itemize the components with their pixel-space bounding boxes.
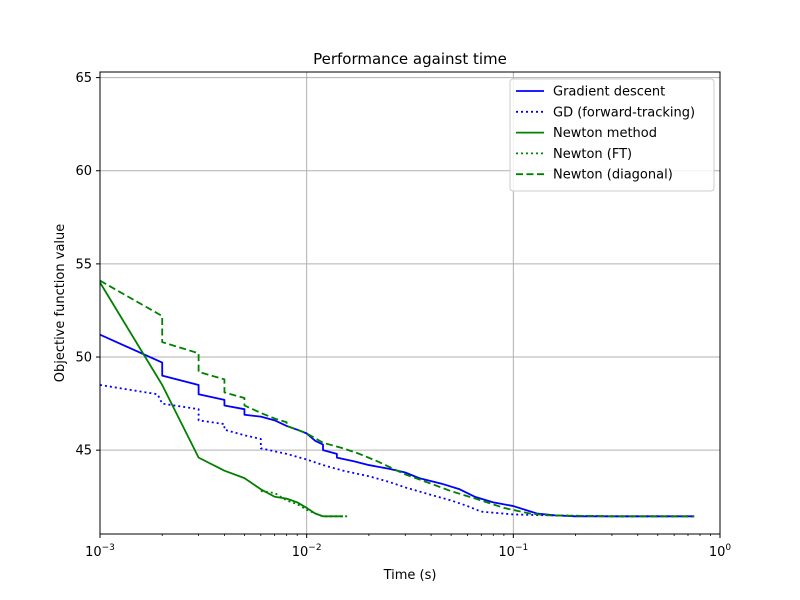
series-line xyxy=(260,490,349,518)
y-tick-label: 45 xyxy=(75,444,92,459)
plot-frame xyxy=(99,71,721,535)
legend-label: GD (forward-tracking) xyxy=(553,105,695,120)
legend-box xyxy=(509,78,715,192)
series-line xyxy=(100,384,695,518)
y-tick-label: 50 xyxy=(75,351,92,366)
axis-ticks: 10−3 10−2 10−1 100 45 50 55 60 65 xyxy=(75,71,731,560)
series-line xyxy=(100,282,344,518)
x-tick-label: 10−3 xyxy=(85,543,115,560)
x-tick-label: 10−1 xyxy=(498,543,528,560)
legend-label: Newton (diagonal) xyxy=(553,168,673,183)
x-tick-label: 10−2 xyxy=(292,543,322,560)
x-tick-label: 100 xyxy=(709,543,732,560)
y-tick-label: 65 xyxy=(75,71,92,86)
series-lines xyxy=(100,279,695,518)
y-tick-label: 60 xyxy=(75,164,92,179)
chart-title: Performance against time xyxy=(313,50,507,68)
y-axis-label: Objective function value xyxy=(53,224,68,383)
legend-label: Gradient descent xyxy=(553,85,665,100)
series-line xyxy=(100,333,695,518)
x-axis-label: Time (s) xyxy=(383,568,437,583)
legend-label: Newton (FT) xyxy=(553,147,632,162)
legend: Gradient descent GD (forward-tracking) New… xyxy=(509,78,715,192)
series-line xyxy=(100,279,695,518)
legend-label: Newton method xyxy=(553,126,657,141)
y-tick-label: 55 xyxy=(75,257,92,272)
